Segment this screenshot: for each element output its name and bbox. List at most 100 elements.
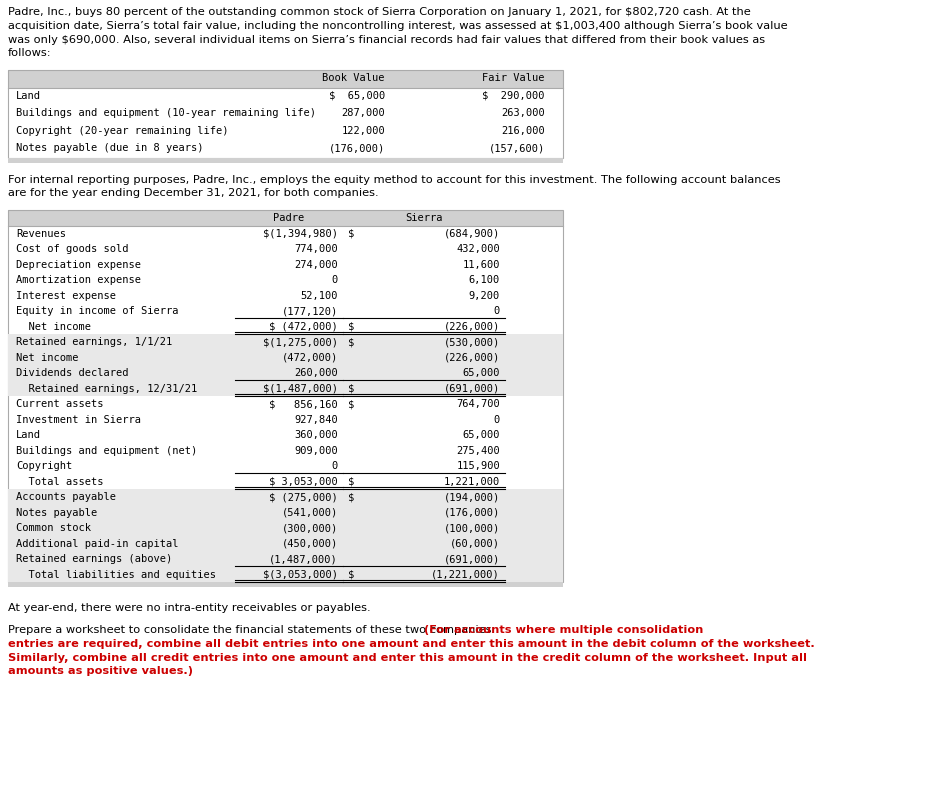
Bar [8,504,563,520]
Bar [8,489,563,504]
Bar [8,582,563,587]
Text: (684,900): (684,900) [444,229,500,239]
Text: 122,000: 122,000 [341,126,385,136]
Text: Retained earnings, 1/1/21: Retained earnings, 1/1/21 [16,338,173,347]
Text: $: $ [348,322,355,332]
Text: $  290,000: $ 290,000 [483,91,545,101]
Text: (226,000): (226,000) [444,353,500,363]
Text: (472,000): (472,000) [282,353,338,363]
Text: (691,000): (691,000) [444,384,500,394]
Text: Retained earnings (above): Retained earnings (above) [16,554,173,565]
Text: For internal reporting purposes, Padre, Inc., employs the equity method to accou: For internal reporting purposes, Padre, … [8,175,781,184]
Text: $: $ [348,569,355,580]
Text: 764,700: 764,700 [456,399,500,409]
Text: Notes payable: Notes payable [16,508,97,518]
Text: 260,000: 260,000 [294,368,338,379]
Text: $: $ [348,338,355,347]
Text: (157,600): (157,600) [488,144,545,153]
Text: Copyright (20-year remaining life): Copyright (20-year remaining life) [16,126,228,136]
Text: $(1,487,000): $(1,487,000) [263,384,338,394]
Text: Net income: Net income [16,322,91,332]
Bar [8,381,563,396]
Text: Padre, Inc., buys 80 percent of the outstanding common stock of Sierra Corporati: Padre, Inc., buys 80 percent of the outs… [8,7,751,17]
Text: 65,000: 65,000 [462,431,500,440]
Text: amounts as positive values.): amounts as positive values.) [8,666,193,677]
Text: 65,000: 65,000 [462,368,500,379]
Text: Land: Land [16,431,41,440]
Text: 1,221,000: 1,221,000 [444,477,500,487]
Text: Common stock: Common stock [16,523,91,533]
Bar [8,334,563,350]
Text: 0: 0 [494,306,500,316]
Text: (691,000): (691,000) [444,554,500,565]
Text: Current assets: Current assets [16,399,104,409]
Text: 9,200: 9,200 [469,291,500,301]
Text: $(1,394,980): $(1,394,980) [263,229,338,239]
Text: $  65,000: $ 65,000 [329,91,385,101]
Text: 216,000: 216,000 [502,126,545,136]
Text: Equity in income of Sierra: Equity in income of Sierra [16,306,178,316]
Text: (300,000): (300,000) [282,523,338,533]
Bar [8,551,563,567]
Text: (450,000): (450,000) [282,539,338,549]
Text: (1,221,000): (1,221,000) [431,569,500,580]
Text: Net income: Net income [16,353,78,363]
Text: (226,000): (226,000) [444,322,500,332]
Text: 927,840: 927,840 [294,415,338,425]
Text: Buildings and equipment (10-year remaining life): Buildings and equipment (10-year remaini… [16,108,316,118]
Text: Similarly, combine all credit entries into one amount and enter this amount in t: Similarly, combine all credit entries in… [8,653,807,662]
Text: are for the year ending December 31, 2021, for both companies.: are for the year ending December 31, 202… [8,188,379,199]
Text: 0: 0 [494,415,500,425]
Text: 432,000: 432,000 [456,245,500,254]
Bar [8,520,563,536]
Text: $   856,160: $ 856,160 [270,399,338,409]
Text: 6,100: 6,100 [469,275,500,286]
Text: (177,120): (177,120) [282,306,338,316]
Text: entries are required, combine all debit entries into one amount and enter this a: entries are required, combine all debit … [8,639,815,649]
Text: (For accounts where multiple consolidation: (For accounts where multiple consolidati… [423,625,703,635]
Text: 274,000: 274,000 [294,260,338,269]
Text: 275,400: 275,400 [456,446,500,456]
Text: (60,000): (60,000) [450,539,500,549]
Text: 115,900: 115,900 [456,461,500,472]
Bar [8,350,563,365]
Text: Interest expense: Interest expense [16,291,116,301]
Bar [8,71,563,158]
Text: 52,100: 52,100 [301,291,338,301]
Text: (541,000): (541,000) [282,508,338,518]
Text: $: $ [348,399,355,409]
Text: 360,000: 360,000 [294,431,338,440]
Text: Total liabilities and equities: Total liabilities and equities [16,569,216,580]
Text: Sierra: Sierra [405,213,443,223]
Text: $ (472,000): $ (472,000) [270,322,338,332]
Text: 909,000: 909,000 [294,446,338,456]
Text: Cost of goods sold: Cost of goods sold [16,245,128,254]
Text: Depreciation expense: Depreciation expense [16,260,141,269]
Text: 263,000: 263,000 [502,108,545,118]
Text: 11,600: 11,600 [462,260,500,269]
Text: Prepare a worksheet to consolidate the financial statements of these two compani: Prepare a worksheet to consolidate the f… [8,625,499,635]
Text: $ (275,000): $ (275,000) [270,492,338,502]
Text: (176,000): (176,000) [444,508,500,518]
Text: $ 3,053,000: $ 3,053,000 [270,477,338,487]
Text: $: $ [348,229,355,239]
Text: 0: 0 [332,461,338,472]
Text: Accounts payable: Accounts payable [16,492,116,502]
Text: was only $690,000. Also, several individual items on Sierra’s financial records : was only $690,000. Also, several individ… [8,34,765,45]
Text: Buildings and equipment (net): Buildings and equipment (net) [16,446,197,456]
Text: Amortization expense: Amortization expense [16,275,141,286]
Bar [8,71,563,87]
Text: Book Value: Book Value [323,73,385,83]
Text: follows:: follows: [8,48,52,59]
Text: $: $ [348,477,355,487]
Text: Fair Value: Fair Value [483,73,545,83]
Text: Total assets: Total assets [16,477,104,487]
Text: $(1,275,000): $(1,275,000) [263,338,338,347]
Text: acquisition date, Sierra’s total fair value, including the noncontrolling intere: acquisition date, Sierra’s total fair va… [8,21,787,30]
Bar [8,210,563,582]
Bar [8,365,563,381]
Text: (530,000): (530,000) [444,338,500,347]
Text: Padre: Padre [273,213,305,223]
Text: Dividends declared: Dividends declared [16,368,128,379]
Text: (176,000): (176,000) [329,144,385,153]
